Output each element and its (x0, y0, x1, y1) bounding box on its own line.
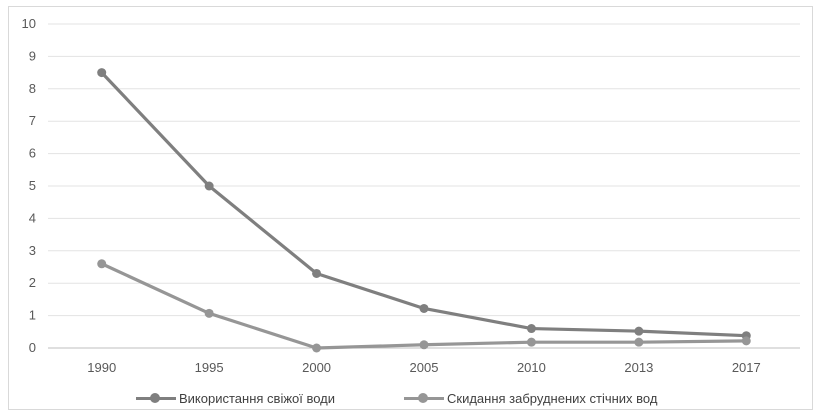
x-tick-label: 2017 (732, 360, 761, 375)
data-point (526, 324, 536, 334)
data-point (526, 337, 536, 347)
x-tick-label: 1990 (87, 360, 116, 375)
data-point (204, 181, 214, 191)
data-point (634, 337, 644, 347)
data-point (419, 340, 429, 350)
data-point (204, 308, 214, 318)
y-tick-label: 7 (29, 113, 36, 128)
y-tick-label: 1 (29, 308, 36, 323)
legend-item-polluted-wastewater-discharge: Скидання забруднених стічних вод (404, 386, 657, 410)
x-tick-label: 2000 (302, 360, 331, 375)
legend: Використання свіжої води Скидання забруд… (0, 386, 815, 410)
legend-label-fresh-water-use: Використання свіжої води (179, 390, 336, 406)
x-axis-tick-labels: 1990 1995 2000 2005 2010 2013 2017 (87, 360, 760, 375)
data-point (97, 68, 107, 78)
data-point (419, 303, 429, 313)
x-tick-label: 2005 (410, 360, 439, 375)
y-tick-label: 9 (29, 48, 36, 63)
legend-marker-polluted-wastewater-discharge (404, 386, 444, 410)
data-point (741, 336, 751, 346)
data-point (634, 326, 644, 336)
y-tick-label: 5 (29, 178, 36, 193)
y-axis-tick-labels: 0 1 2 3 4 5 6 7 8 9 10 (22, 16, 36, 355)
gridlines (48, 23, 800, 349)
legend-item-fresh-water-use: Використання свіжої води (136, 386, 335, 410)
series-line-0 (100, 70, 748, 338)
y-tick-label: 0 (29, 340, 36, 355)
series-lines (97, 68, 751, 353)
y-tick-label: 2 (29, 275, 36, 290)
legend-marker-fresh-water-use (136, 386, 176, 410)
x-tick-label: 2013 (624, 360, 653, 375)
y-tick-label: 10 (22, 16, 36, 31)
y-tick-label: 8 (29, 81, 36, 96)
data-point (97, 259, 107, 269)
x-tick-label: 1995 (195, 360, 224, 375)
legend-label-polluted-wastewater-discharge: Скидання забруднених стічних вод (447, 390, 658, 406)
data-point (312, 268, 322, 278)
y-tick-label: 6 (29, 146, 36, 161)
y-tick-label: 4 (29, 210, 36, 225)
data-point (312, 343, 322, 353)
y-tick-label: 3 (29, 243, 36, 258)
x-tick-label: 2010 (517, 360, 546, 375)
